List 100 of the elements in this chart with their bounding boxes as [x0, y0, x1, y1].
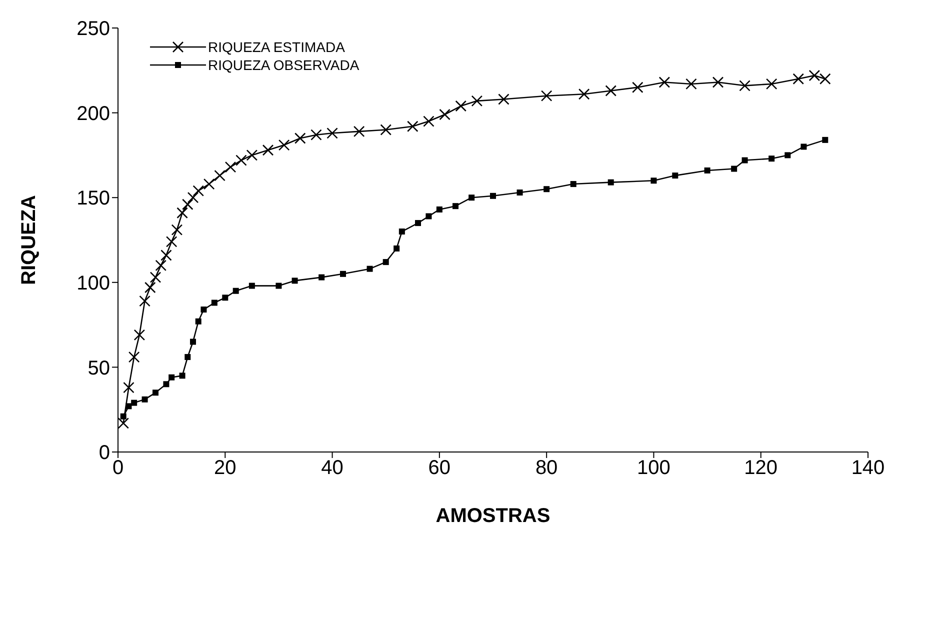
- x-tick-label: 100: [637, 457, 670, 480]
- point: [768, 156, 775, 162]
- point: [808, 70, 820, 82]
- point: [792, 73, 804, 85]
- point: [570, 181, 576, 188]
- point: [128, 351, 140, 363]
- point: [353, 126, 365, 138]
- point: [150, 272, 162, 283]
- point: [608, 179, 614, 186]
- point: [224, 161, 236, 173]
- legend-label: RIQUEZA OBSERVADA: [208, 57, 360, 73]
- point: [211, 300, 218, 306]
- y-tick-label: 250: [76, 18, 110, 40]
- point: [184, 354, 191, 360]
- point: [516, 190, 523, 196]
- y-tick-label: 200: [76, 102, 110, 125]
- point: [632, 82, 644, 94]
- point: [650, 178, 657, 184]
- point: [455, 100, 467, 112]
- point: [672, 172, 678, 179]
- point: [163, 381, 170, 388]
- point: [139, 295, 150, 307]
- point: [236, 154, 247, 166]
- point: [152, 390, 158, 396]
- point: [415, 220, 421, 226]
- x-axis-title: AMOSTRAS: [436, 505, 550, 527]
- point: [471, 95, 483, 107]
- point: [214, 170, 226, 182]
- point: [187, 192, 199, 204]
- point: [490, 192, 496, 199]
- y-tick-label: 50: [88, 357, 110, 380]
- point: [276, 282, 282, 289]
- y-tick-label: 0: [98, 442, 110, 464]
- point: [468, 194, 475, 201]
- point: [262, 144, 274, 156]
- point: [294, 132, 306, 144]
- y-axis-title: RIQUEZA: [18, 195, 40, 285]
- point: [160, 250, 172, 261]
- point: [248, 282, 255, 289]
- point: [439, 108, 450, 120]
- point: [131, 400, 138, 406]
- point: [712, 76, 724, 88]
- point: [658, 76, 670, 88]
- x-tick-label: 20: [214, 457, 236, 480]
- y-tick-label: 150: [76, 188, 110, 210]
- point: [155, 260, 167, 272]
- point: [123, 382, 134, 394]
- point: [179, 372, 186, 379]
- point: [382, 259, 389, 266]
- point: [318, 274, 325, 280]
- point: [436, 206, 442, 212]
- point: [195, 318, 202, 324]
- point: [246, 150, 258, 161]
- point: [232, 288, 239, 294]
- point: [766, 78, 778, 90]
- point: [120, 413, 126, 420]
- point: [394, 245, 400, 252]
- point: [222, 294, 228, 301]
- point: [819, 73, 831, 85]
- point: [326, 128, 338, 139]
- point: [192, 185, 204, 196]
- point: [605, 85, 617, 96]
- legend-label: RIQUEZA ESTIMADA: [208, 39, 345, 55]
- x-tick-label: 40: [321, 457, 344, 480]
- point: [200, 306, 207, 313]
- point: [203, 178, 215, 190]
- point: [426, 213, 432, 220]
- point: [544, 186, 550, 192]
- point: [340, 270, 346, 277]
- point: [166, 236, 178, 248]
- x-tick-label: 0: [112, 457, 124, 480]
- x-tick-label: 60: [428, 457, 451, 480]
- point: [126, 403, 132, 410]
- point: [540, 90, 552, 102]
- point: [398, 228, 405, 235]
- point: [739, 80, 750, 92]
- point: [366, 266, 373, 272]
- point: [686, 78, 697, 90]
- point: [292, 278, 298, 284]
- point: [278, 139, 290, 151]
- point: [190, 338, 196, 345]
- point: [742, 157, 748, 164]
- point: [704, 167, 710, 174]
- y-tick-label: 100: [76, 272, 110, 294]
- point: [380, 124, 392, 136]
- point: [171, 224, 183, 236]
- point: [118, 418, 130, 429]
- point: [784, 152, 791, 158]
- point: [310, 129, 322, 140]
- point: [731, 166, 738, 172]
- point: [144, 282, 156, 294]
- point: [800, 144, 807, 150]
- point: [182, 198, 194, 210]
- point: [452, 203, 458, 210]
- point: [822, 136, 828, 143]
- point: [168, 374, 175, 380]
- x-tick-label: 140: [851, 457, 885, 480]
- x-tick-label: 120: [744, 457, 778, 480]
- point: [423, 116, 434, 127]
- point: [578, 88, 590, 100]
